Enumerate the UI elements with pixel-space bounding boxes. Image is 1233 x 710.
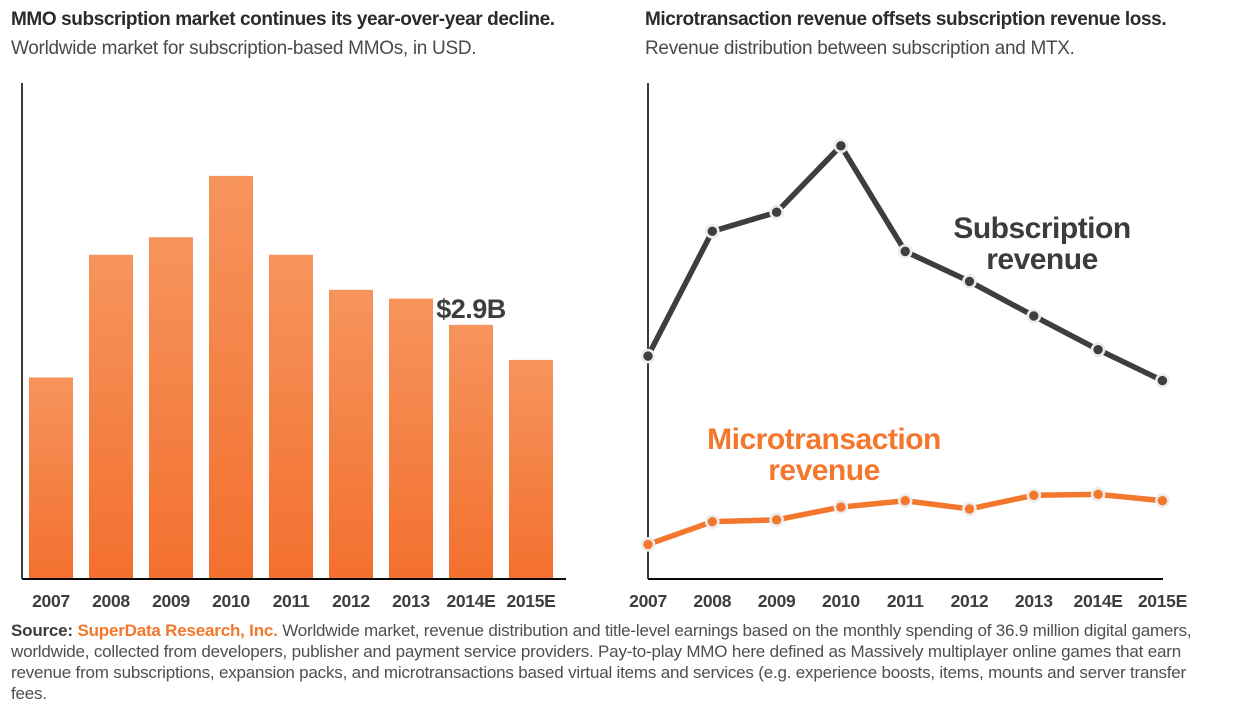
bar-2009 (149, 237, 193, 579)
subscription-point-2008 (705, 224, 720, 239)
source-brand: SuperData Research, Inc. (77, 621, 278, 640)
source-body-text: Worldwide market, revenue distribution a… (11, 621, 1192, 703)
x-tick-label-2012: 2012 (332, 591, 370, 611)
x-tick-label-2010: 2010 (212, 591, 250, 611)
subscription-point-2011 (897, 244, 913, 259)
bar-2015E (509, 359, 553, 579)
microtransaction-point-2013 (1026, 487, 1042, 503)
microtransaction-point-2009 (769, 512, 784, 528)
subscription-point-2014E (1090, 342, 1106, 357)
bar-2007 (29, 377, 73, 579)
microtransaction-point-2011 (897, 493, 913, 509)
bar-2014E (449, 324, 493, 579)
x-tick-label-2014E: 2014E (446, 591, 495, 611)
microtransaction-point-2007 (640, 537, 656, 552)
microtransaction-point-2015E (1155, 493, 1170, 509)
microtransaction-revenue-series-label: Microtransaction revenue (707, 423, 941, 487)
x-tick-label-2008: 2008 (693, 591, 731, 611)
bar-2013 (389, 298, 433, 579)
source-prefix: Source: (11, 621, 73, 640)
x-tick-label-2015E: 2015E (506, 591, 555, 611)
bar-2012 (329, 289, 373, 579)
microtransaction-point-2008 (705, 514, 720, 529)
x-tick-label-2015E: 2015E (1138, 591, 1187, 611)
bar-2010 (209, 175, 253, 580)
x-tick-label-2013: 2013 (392, 591, 430, 611)
line-chart-title: Microtransaction revenue offsets subscri… (645, 9, 1167, 30)
x-tick-label-2013: 2013 (1015, 591, 1053, 611)
x-tick-label-2012: 2012 (951, 591, 989, 611)
subscription-revenue-series-label: Subscription revenue (953, 212, 1131, 276)
subscription-point-2010 (833, 138, 849, 154)
bar-chart-title: MMO subscription market continues its ye… (11, 9, 555, 30)
bar-chart-subtitle: Worldwide market for subscription-based … (11, 38, 477, 59)
subscription-point-2007 (640, 348, 656, 364)
x-tick-label-2008: 2008 (92, 591, 130, 611)
subscription-market-bar-chart: 2007 2008 2009 2010 2011 2012 2013 2014E 2015E $2… (21, 83, 566, 611)
x-tick-label-2007: 2007 (629, 591, 667, 611)
x-tick-label-2009: 2009 (152, 591, 190, 611)
subscription-point-2009 (769, 204, 784, 220)
x-tick-label-2014E: 2014E (1074, 591, 1123, 611)
bar-2008 (89, 254, 133, 580)
x-tick-label-2011: 2011 (273, 591, 310, 611)
subscription-point-2012 (962, 274, 977, 289)
bar-2011 (269, 254, 313, 580)
line-chart-subtitle: Revenue distribution between subscriptio… (645, 38, 1075, 59)
subscription-point-2013 (1026, 308, 1042, 324)
microtransaction-point-2010 (833, 499, 849, 515)
revenue-distribution-line-chart: 2007 2008 2009 2010 2011 2012 2013 2014E 2015E (629, 83, 1187, 611)
x-tick-label-2011: 2011 (887, 591, 924, 611)
microtransaction-point-2014E (1090, 487, 1106, 502)
microtransaction-point-2012 (962, 501, 977, 517)
x-tick-label-2010: 2010 (822, 591, 860, 611)
x-tick-label-2007: 2007 (32, 591, 70, 611)
x-tick-label-2009: 2009 (758, 591, 796, 611)
value-annotation-2014E: $2.9B (436, 294, 506, 324)
subscription-point-2015E (1155, 373, 1170, 388)
source-note: Source: SuperData Research, Inc. Worldwi… (11, 620, 1211, 704)
